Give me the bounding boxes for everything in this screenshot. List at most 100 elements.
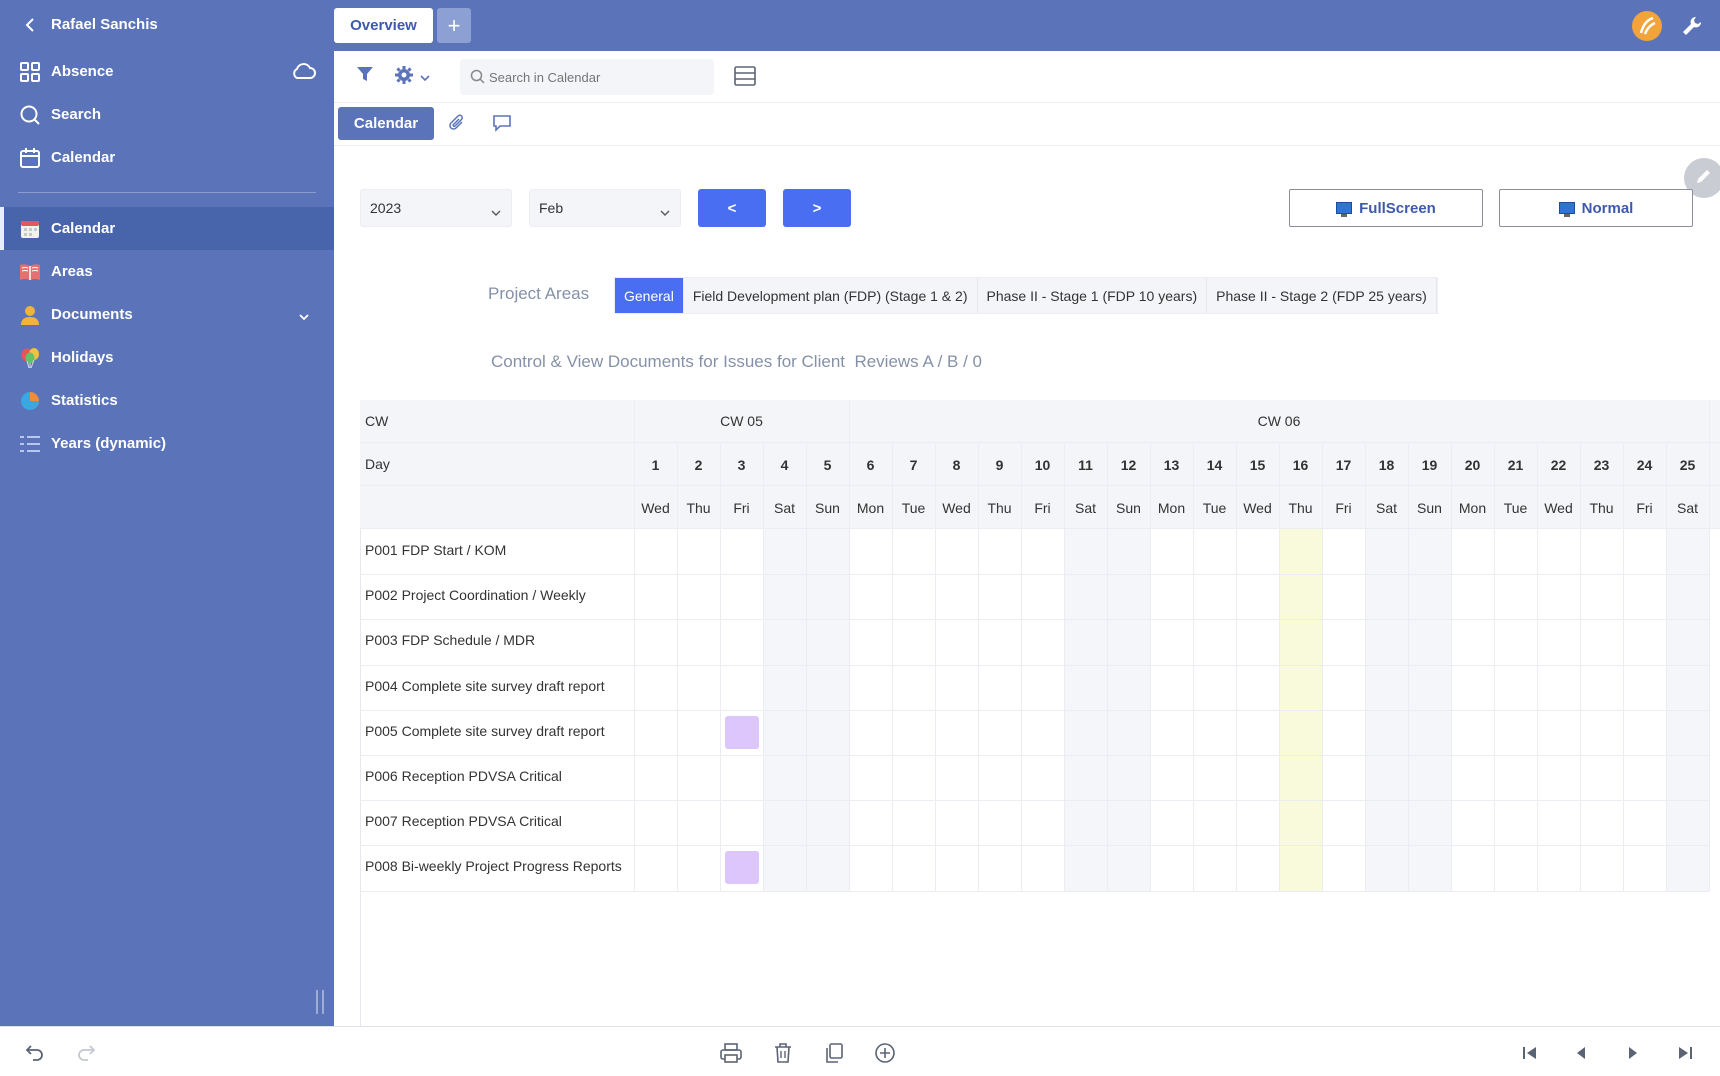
- day-number[interactable]: 8: [952, 456, 961, 473]
- day-number[interactable]: 11: [1078, 456, 1093, 473]
- chevron-down-icon[interactable]: [298, 309, 310, 326]
- table-row[interactable]: P007 Reception PDVSA Critical: [360, 800, 634, 845]
- sidebar-item-areas[interactable]: Areas: [0, 250, 334, 293]
- day-number[interactable]: 6: [866, 456, 875, 473]
- table-row[interactable]: P003 FDP Schedule / MDR: [360, 619, 634, 664]
- area-tab-phase2-stage1[interactable]: Phase II - Stage 1 (FDP 10 years): [978, 278, 1208, 313]
- calendar-grid: CW Day CW 05 CW 06 1 Wed 2 Thu 3 Fri 4 Sat 5 Sun 6 Mo…: [360, 400, 1720, 1026]
- sidebar-item-holidays[interactable]: Holidays: [0, 336, 334, 379]
- day-number[interactable]: 20: [1464, 456, 1481, 473]
- first-page-icon[interactable]: [1518, 1041, 1542, 1065]
- table-row[interactable]: P006 Reception PDVSA Critical: [360, 755, 634, 800]
- grid-column-line: [1580, 443, 1581, 891]
- app-logo-icon[interactable]: [1632, 11, 1662, 41]
- weekday-name: Sun: [1417, 499, 1442, 516]
- grid-row-line: [360, 800, 1709, 802]
- copy-icon[interactable]: [822, 1041, 846, 1065]
- day-number[interactable]: 3: [737, 456, 746, 473]
- sidebar-item-label: Documents: [51, 306, 133, 323]
- day-number[interactable]: 24: [1636, 456, 1653, 473]
- previous-month-button[interactable]: <: [698, 189, 766, 227]
- day-number[interactable]: 12: [1120, 456, 1137, 473]
- area-tab-general[interactable]: General: [615, 278, 684, 313]
- year-select[interactable]: 2023: [360, 189, 512, 227]
- calendar-icon: [18, 146, 42, 170]
- undo-icon[interactable]: [23, 1041, 47, 1065]
- grid-column-line: [1408, 443, 1409, 891]
- tab-overview[interactable]: Overview: [334, 8, 433, 43]
- print-icon[interactable]: [719, 1041, 743, 1065]
- sidebar-resize-handle[interactable]: [316, 990, 324, 1014]
- day-number[interactable]: 10: [1034, 456, 1051, 473]
- sidebar-item-calendar-top[interactable]: Calendar: [0, 136, 334, 179]
- sidebar-item-label: Years (dynamic): [51, 435, 167, 452]
- day-number[interactable]: 9: [995, 456, 1004, 473]
- day-number[interactable]: 16: [1292, 456, 1309, 473]
- day-number[interactable]: 2: [694, 456, 703, 473]
- chevron-down-icon[interactable]: [420, 69, 430, 87]
- day-header-row: Day: [360, 443, 1720, 486]
- day-number[interactable]: 18: [1378, 456, 1395, 473]
- area-tab-phase2-stage2[interactable]: Phase II - Stage 2 (FDP 25 years): [1207, 278, 1437, 313]
- back-to-user[interactable]: Rafael Sanchis: [0, 3, 334, 46]
- sidebar-divider: [18, 192, 316, 193]
- day-number[interactable]: 23: [1593, 456, 1610, 473]
- calendar-event[interactable]: [724, 715, 759, 749]
- day-number[interactable]: 17: [1335, 456, 1352, 473]
- day-number[interactable]: 4: [780, 456, 789, 473]
- row-label: P008 Bi-weekly Project Progress Reports: [365, 858, 622, 875]
- layout-icon[interactable]: [734, 65, 756, 92]
- table-row[interactable]: P002 Project Coordination / Weekly: [360, 574, 634, 619]
- add-circle-icon[interactable]: [873, 1041, 897, 1065]
- row-label: P007 Reception PDVSA Critical: [365, 813, 562, 830]
- next-page-icon[interactable]: [1621, 1041, 1645, 1065]
- day-number[interactable]: 19: [1421, 456, 1438, 473]
- next-month-button[interactable]: >: [783, 189, 851, 227]
- day-number[interactable]: 15: [1249, 456, 1266, 473]
- comment-icon[interactable]: [492, 114, 512, 137]
- weekday-name: Fri: [733, 499, 750, 516]
- paperclip-icon[interactable]: [448, 114, 466, 137]
- calendar-event[interactable]: [724, 851, 759, 885]
- fullscreen-button[interactable]: FullScreen: [1289, 189, 1483, 227]
- filter-icon[interactable]: [356, 65, 374, 88]
- gear-icon[interactable]: [394, 65, 414, 90]
- tab-calendar[interactable]: Calendar: [338, 107, 434, 140]
- grid-column-line: [849, 443, 850, 891]
- weekday-name: Mon: [1157, 499, 1186, 516]
- day-number[interactable]: 5: [823, 456, 832, 473]
- balloons-icon: [18, 346, 42, 370]
- month-select[interactable]: Feb: [529, 189, 681, 227]
- table-row[interactable]: P008 Bi-weekly Project Progress Reports: [360, 845, 634, 890]
- day-number[interactable]: 14: [1206, 456, 1223, 473]
- add-tab-button[interactable]: +: [437, 8, 471, 43]
- monitor-icon: [1558, 202, 1575, 217]
- day-number[interactable]: 1: [651, 456, 660, 473]
- sidebar-item-years-dynamic[interactable]: Years (dynamic): [0, 422, 334, 465]
- trash-icon[interactable]: [771, 1041, 795, 1065]
- search-icon: [18, 103, 42, 127]
- sidebar-item-statistics[interactable]: Statistics: [0, 379, 334, 422]
- wrench-icon[interactable]: [1678, 12, 1706, 40]
- area-tab-fdp[interactable]: Field Development plan (FDP) (Stage 1 & …: [684, 278, 978, 313]
- table-row[interactable]: P004 Complete site survey draft report: [360, 665, 634, 710]
- previous-page-icon[interactable]: [1569, 1041, 1593, 1065]
- sidebar-item-documents[interactable]: Documents: [0, 293, 334, 336]
- day-number[interactable]: 7: [909, 456, 918, 473]
- sidebar-item-search[interactable]: Search: [0, 93, 334, 136]
- day-number[interactable]: 22: [1550, 456, 1567, 473]
- cloud-icon[interactable]: [290, 61, 316, 85]
- normal-view-button[interactable]: Normal: [1499, 189, 1693, 227]
- day-number[interactable]: 13: [1163, 456, 1180, 473]
- last-page-icon[interactable]: [1673, 1041, 1697, 1065]
- weekday-name: Fri: [1636, 499, 1653, 516]
- day-number[interactable]: 21: [1507, 456, 1524, 473]
- table-row[interactable]: P005 Complete site survey draft report: [360, 710, 634, 755]
- sidebar-item-calendar[interactable]: Calendar: [0, 207, 334, 250]
- sidebar-item-absence[interactable]: Absence: [0, 50, 334, 93]
- search-input[interactable]: [489, 67, 704, 87]
- table-row[interactable]: P001 FDP Start / KOM: [360, 529, 634, 574]
- day-number[interactable]: 25: [1679, 456, 1696, 473]
- grid-row-line: [360, 664, 1709, 666]
- redo-icon[interactable]: [74, 1041, 98, 1065]
